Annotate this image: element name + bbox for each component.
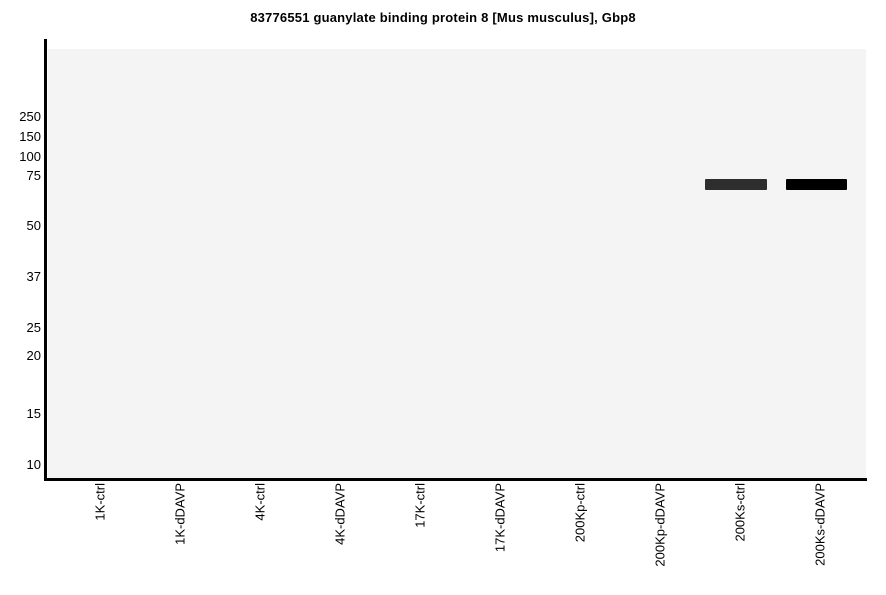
y-axis-line	[44, 39, 47, 481]
x-lane-label: 200Ks-ctrl	[732, 483, 748, 542]
x-axis-line	[44, 478, 867, 481]
protein-band	[705, 179, 767, 190]
plot-area	[48, 49, 866, 478]
x-lane-label: 200Kp-dDAVP	[652, 483, 668, 567]
y-tick-label: 20	[26, 348, 41, 363]
x-lane-label: 17K-ctrl	[412, 483, 428, 528]
y-tick-label: 50	[26, 218, 41, 233]
y-tick-label: 37	[26, 269, 41, 284]
protein-band	[786, 179, 847, 190]
x-lane-label: 1K-ctrl	[92, 483, 108, 521]
x-lane-label: 17K-dDAVP	[492, 483, 508, 553]
y-tick-label: 250	[19, 109, 41, 124]
y-tick-label: 75	[26, 168, 41, 183]
x-lane-label: 4K-dDAVP	[332, 483, 348, 545]
y-tick-label: 25	[26, 320, 41, 335]
y-tick-label: 100	[19, 149, 41, 164]
y-tick-label: 15	[26, 406, 41, 421]
y-tick-label: 150	[19, 129, 41, 144]
x-lane-label: 200Kp-ctrl	[572, 483, 588, 543]
y-tick-label: 10	[26, 457, 41, 472]
x-lane-label: 4K-ctrl	[252, 483, 268, 521]
x-lane-label: 1K-dDAVP	[172, 483, 188, 545]
x-lane-label: 200Ks-dDAVP	[812, 483, 828, 566]
chart-title: 83776551 guanylate binding protein 8 [Mu…	[250, 10, 636, 25]
